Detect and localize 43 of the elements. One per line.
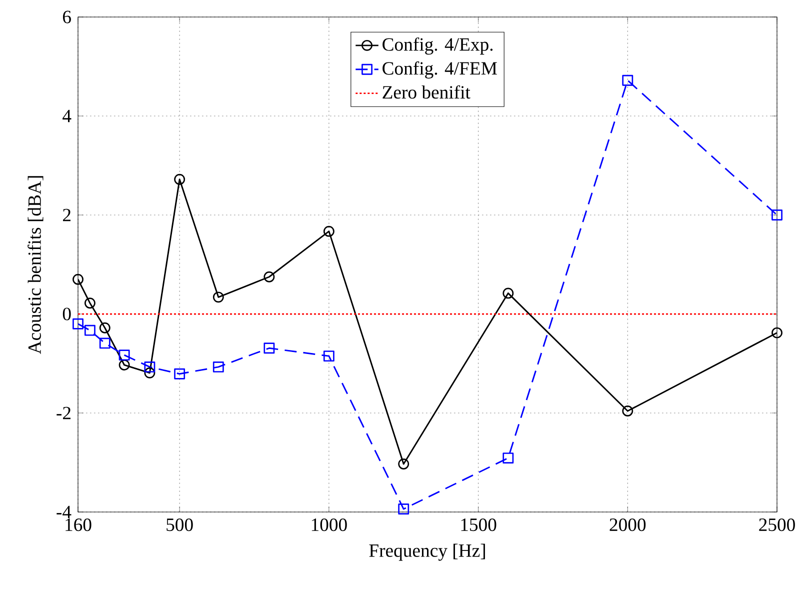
point: [72, 274, 84, 285]
point: [502, 452, 514, 464]
x-axis-title: Frequency [Hz]: [369, 544, 485, 561]
legend-label: Config. 4/FEM: [382, 61, 497, 79]
point: [264, 342, 275, 354]
point: [398, 458, 410, 470]
point: [212, 292, 224, 303]
x-tick-label: 2000: [610, 518, 646, 532]
legend-label: Config. 4/Exp.: [382, 37, 493, 55]
point: [72, 318, 84, 330]
point: [118, 350, 130, 361]
point: [84, 324, 96, 336]
x-tick-label: 1500: [461, 518, 496, 532]
point: [622, 74, 634, 86]
y-tick-label: 2: [63, 208, 70, 222]
x-tick-label: 2500: [759, 518, 795, 532]
point: [144, 361, 156, 372]
point: [99, 322, 110, 334]
y-axis-title: Acoustic benifits [dBA]: [28, 176, 44, 354]
point: [398, 504, 410, 514]
y-tick-label: 4: [62, 110, 72, 122]
point: [264, 271, 275, 282]
point: [84, 298, 96, 309]
x-tick-label: 500: [166, 518, 193, 532]
point: [502, 288, 514, 299]
point: [144, 367, 156, 378]
point: [212, 361, 224, 372]
y-tick-label: 0: [62, 308, 71, 320]
point: [772, 210, 782, 220]
legend-label: Zero benifit: [382, 85, 470, 99]
x-tick-label: 160: [66, 518, 92, 532]
point: [118, 360, 130, 370]
y-tick-label: -2: [56, 406, 70, 420]
point: [772, 327, 782, 338]
point: [174, 174, 186, 185]
point: [99, 338, 110, 349]
point: [174, 368, 186, 380]
y-tick-label: 6: [62, 10, 71, 24]
point: [622, 406, 634, 416]
x-tick-label: 1000: [312, 518, 347, 532]
y-tick-label: -4: [56, 506, 72, 518]
point: [323, 226, 334, 237]
point: [323, 350, 334, 362]
